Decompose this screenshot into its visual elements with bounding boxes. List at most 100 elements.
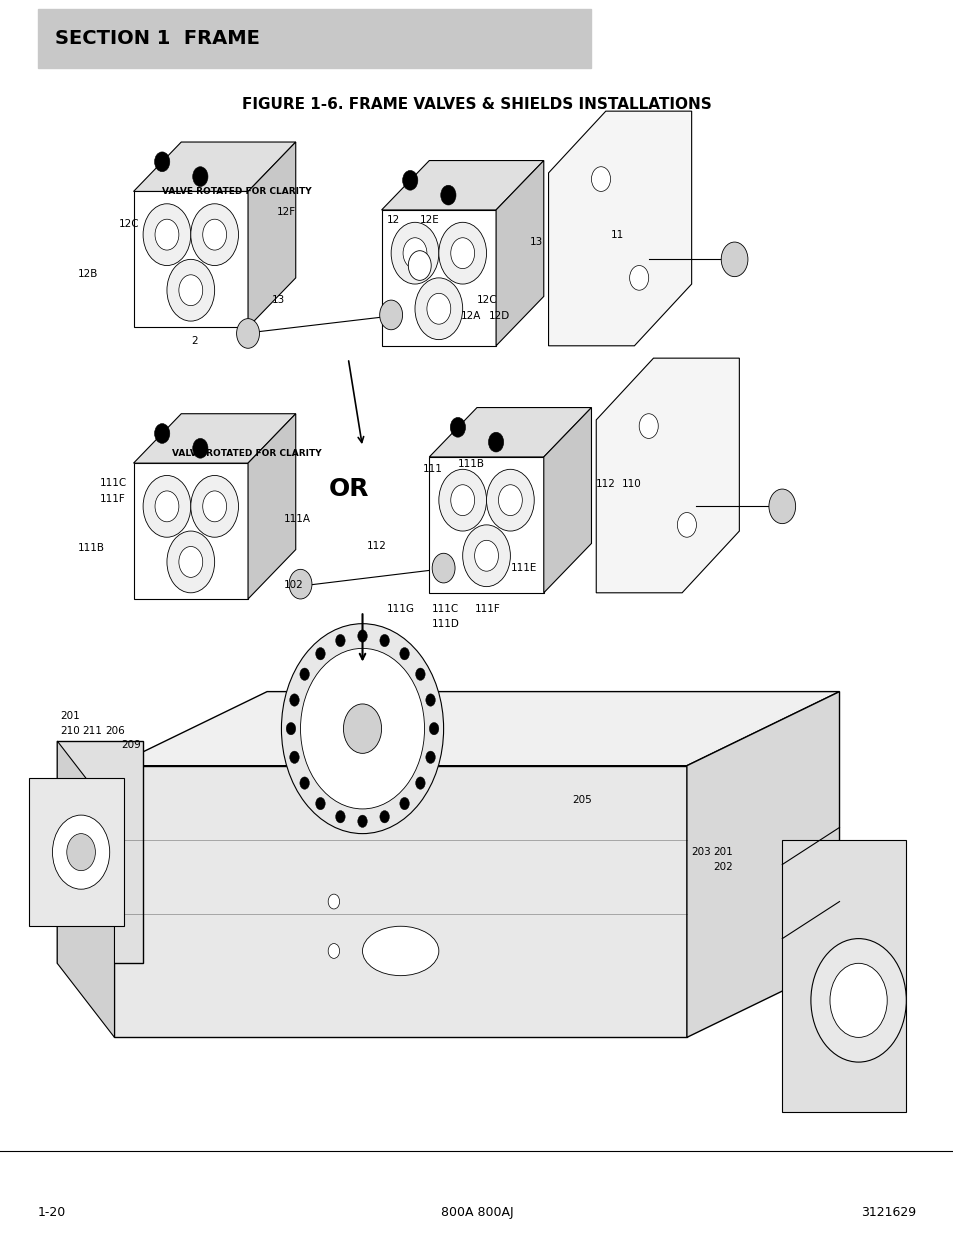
Polygon shape [429,408,591,457]
Circle shape [193,438,208,458]
Text: 210: 210 [60,726,80,736]
Circle shape [178,275,202,306]
Polygon shape [57,741,114,1037]
Polygon shape [133,191,248,327]
Circle shape [315,647,325,659]
Text: 111C: 111C [432,604,459,614]
Circle shape [639,414,658,438]
Polygon shape [596,358,739,593]
Polygon shape [248,414,295,599]
Circle shape [440,185,456,205]
Circle shape [438,469,486,531]
Circle shape [399,647,409,659]
Circle shape [677,513,696,537]
Polygon shape [29,778,124,926]
Circle shape [154,424,170,443]
FancyBboxPatch shape [38,9,591,68]
Circle shape [416,777,425,789]
Circle shape [475,541,497,572]
Text: 111E: 111E [510,563,537,573]
Circle shape [281,624,443,834]
Circle shape [178,547,202,578]
Circle shape [720,242,747,277]
Text: 111F: 111F [475,604,500,614]
Text: VALVE ROTATED FOR CLARITY: VALVE ROTATED FOR CLARITY [172,448,321,458]
Circle shape [143,204,191,266]
Text: 11: 11 [610,230,623,240]
Circle shape [154,492,179,522]
Text: 2: 2 [191,336,197,346]
Circle shape [202,492,227,522]
Circle shape [450,485,475,516]
Text: 13: 13 [272,295,285,305]
Text: 12C: 12C [476,295,497,305]
Polygon shape [686,692,839,1037]
Circle shape [299,777,309,789]
Circle shape [408,251,431,280]
Text: 111G: 111G [386,604,414,614]
Text: 206: 206 [105,726,125,736]
Text: 112: 112 [596,479,616,489]
Circle shape [402,170,417,190]
Polygon shape [381,161,543,210]
Text: 12F: 12F [276,207,295,217]
Polygon shape [548,111,691,346]
Circle shape [415,278,462,340]
Circle shape [290,751,299,763]
Circle shape [399,798,409,810]
Circle shape [52,815,110,889]
Text: 12: 12 [386,215,399,225]
Circle shape [357,630,367,642]
Circle shape [768,489,795,524]
Text: 111C: 111C [100,478,128,488]
Ellipse shape [362,926,438,976]
Polygon shape [543,408,591,593]
Text: FIGURE 1-6. FRAME VALVES & SHIELDS INSTALLATIONS: FIGURE 1-6. FRAME VALVES & SHIELDS INSTA… [242,98,711,112]
Text: 111B: 111B [457,459,484,469]
Circle shape [67,834,95,871]
Text: 110: 110 [621,479,641,489]
Circle shape [425,694,435,706]
Circle shape [450,417,465,437]
Circle shape [629,266,648,290]
Polygon shape [57,741,143,963]
Text: SECTION 1  FRAME: SECTION 1 FRAME [55,28,260,48]
Circle shape [328,944,339,958]
Circle shape [286,722,295,735]
Text: OR: OR [329,477,369,501]
Circle shape [236,319,259,348]
Circle shape [429,722,438,735]
Polygon shape [781,840,905,1112]
Circle shape [191,475,238,537]
Polygon shape [133,414,295,463]
Text: 111A: 111A [284,514,311,524]
Text: 202: 202 [713,862,733,872]
Text: 201: 201 [60,711,80,721]
Text: 211: 211 [82,726,102,736]
Circle shape [193,167,208,186]
Circle shape [167,531,214,593]
Circle shape [335,810,345,823]
Circle shape [462,525,510,587]
Text: 12B: 12B [78,269,98,279]
Circle shape [167,259,214,321]
Circle shape [191,204,238,266]
Circle shape [416,668,425,680]
Text: 102: 102 [284,580,304,590]
Polygon shape [133,463,248,599]
Circle shape [143,475,191,537]
Circle shape [391,222,438,284]
Polygon shape [133,142,295,191]
Circle shape [425,751,435,763]
Polygon shape [381,210,496,346]
Circle shape [438,222,486,284]
Circle shape [451,237,475,269]
Circle shape [289,569,312,599]
Circle shape [810,939,905,1062]
Text: 111: 111 [422,464,442,474]
Circle shape [497,485,522,516]
Circle shape [379,300,402,330]
Circle shape [829,963,886,1037]
Polygon shape [429,457,543,593]
Circle shape [402,237,427,269]
